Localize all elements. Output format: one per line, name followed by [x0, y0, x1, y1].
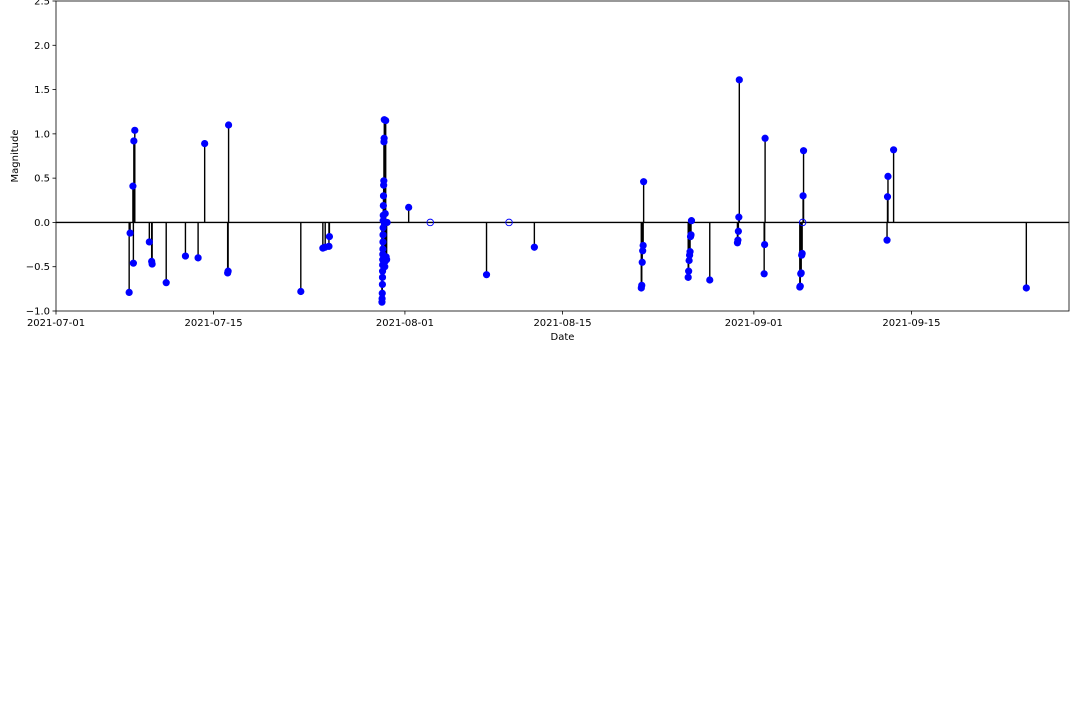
data-point	[797, 269, 805, 277]
data-point	[687, 231, 695, 239]
data-point	[378, 273, 387, 281]
x-axis-label: Date	[551, 332, 575, 343]
data-point	[129, 259, 137, 267]
data-point	[706, 276, 714, 284]
data-point	[379, 202, 387, 210]
data-point	[201, 140, 209, 148]
y-tick-label: −0.5	[26, 262, 50, 273]
x-tick-label: 2021-07-15	[185, 318, 243, 329]
data-point	[639, 241, 647, 250]
x-tick-label: 2021-08-15	[533, 318, 591, 329]
data-point	[426, 218, 434, 227]
y-axis: −1.0 −0.5 0.0 0.5 1.0 1.5 2.0 2.5	[26, 0, 56, 318]
y-tick-label: 2.5	[34, 0, 50, 8]
data-point	[638, 258, 646, 266]
y-tick-label: 2.0	[34, 41, 50, 52]
x-tick-label: 2021-09-01	[725, 318, 783, 329]
data-point	[126, 229, 134, 237]
data-point	[883, 193, 892, 201]
data-point	[638, 281, 646, 289]
data-point	[761, 240, 769, 249]
data-point	[686, 248, 694, 256]
data-point	[796, 282, 804, 290]
data-point	[181, 252, 190, 260]
data-point	[760, 270, 768, 278]
data-point	[799, 192, 807, 200]
data-point	[685, 267, 693, 275]
data-point	[379, 238, 387, 246]
data-point	[798, 249, 806, 258]
y-tick-label: 1.0	[34, 129, 50, 140]
x-tick-label: 2021-09-15	[882, 318, 940, 329]
plot-frame	[55, 0, 1070, 312]
data-point	[761, 134, 769, 142]
stem-lines	[128, 79, 1028, 303]
data-point	[383, 218, 391, 227]
y-tick-label: 0.0	[34, 218, 50, 229]
data-point	[798, 218, 807, 227]
x-tick-label: 2021-08-01	[376, 318, 434, 329]
data-point	[640, 178, 648, 186]
y-axis-label: Magnitude	[10, 130, 21, 183]
data-point	[734, 236, 742, 244]
data-point	[505, 218, 513, 227]
data-point	[224, 121, 233, 129]
data-point	[383, 256, 391, 264]
data-point	[379, 245, 387, 253]
data-point	[380, 134, 388, 142]
data-point	[194, 254, 202, 262]
y-tick-label: −1.0	[26, 307, 50, 318]
data-point	[405, 203, 413, 211]
data-point	[735, 76, 743, 84]
data-point	[734, 227, 742, 235]
data-point	[297, 287, 305, 296]
data-markers	[125, 76, 1030, 306]
data-point	[890, 146, 898, 154]
data-point	[129, 182, 137, 190]
data-point	[145, 238, 153, 246]
data-point	[884, 172, 892, 180]
data-point	[379, 231, 387, 239]
data-point	[530, 243, 538, 251]
data-point	[131, 126, 139, 134]
data-point	[1022, 284, 1030, 292]
data-point	[381, 209, 389, 218]
data-point	[482, 271, 491, 279]
data-point	[325, 242, 333, 250]
data-point	[382, 116, 390, 125]
data-point	[162, 279, 170, 287]
data-point	[735, 213, 743, 221]
data-point	[125, 288, 133, 297]
data-point	[379, 192, 388, 200]
data-point	[380, 177, 388, 185]
data-point	[883, 236, 891, 244]
data-point	[148, 260, 156, 268]
x-tick-label: 2021-07-01	[27, 318, 85, 329]
data-point	[799, 147, 808, 155]
data-point	[684, 273, 692, 281]
data-point	[378, 289, 386, 297]
data-point	[325, 233, 334, 241]
x-axis: 2021-07-01 2021-07-15 2021-08-01 2021-08-15…	[27, 311, 940, 329]
y-tick-label: 0.5	[34, 174, 50, 185]
data-point	[130, 137, 138, 145]
data-point	[224, 267, 232, 275]
data-point	[687, 217, 696, 225]
data-point	[378, 280, 387, 289]
y-tick-label: 1.5	[34, 85, 50, 96]
